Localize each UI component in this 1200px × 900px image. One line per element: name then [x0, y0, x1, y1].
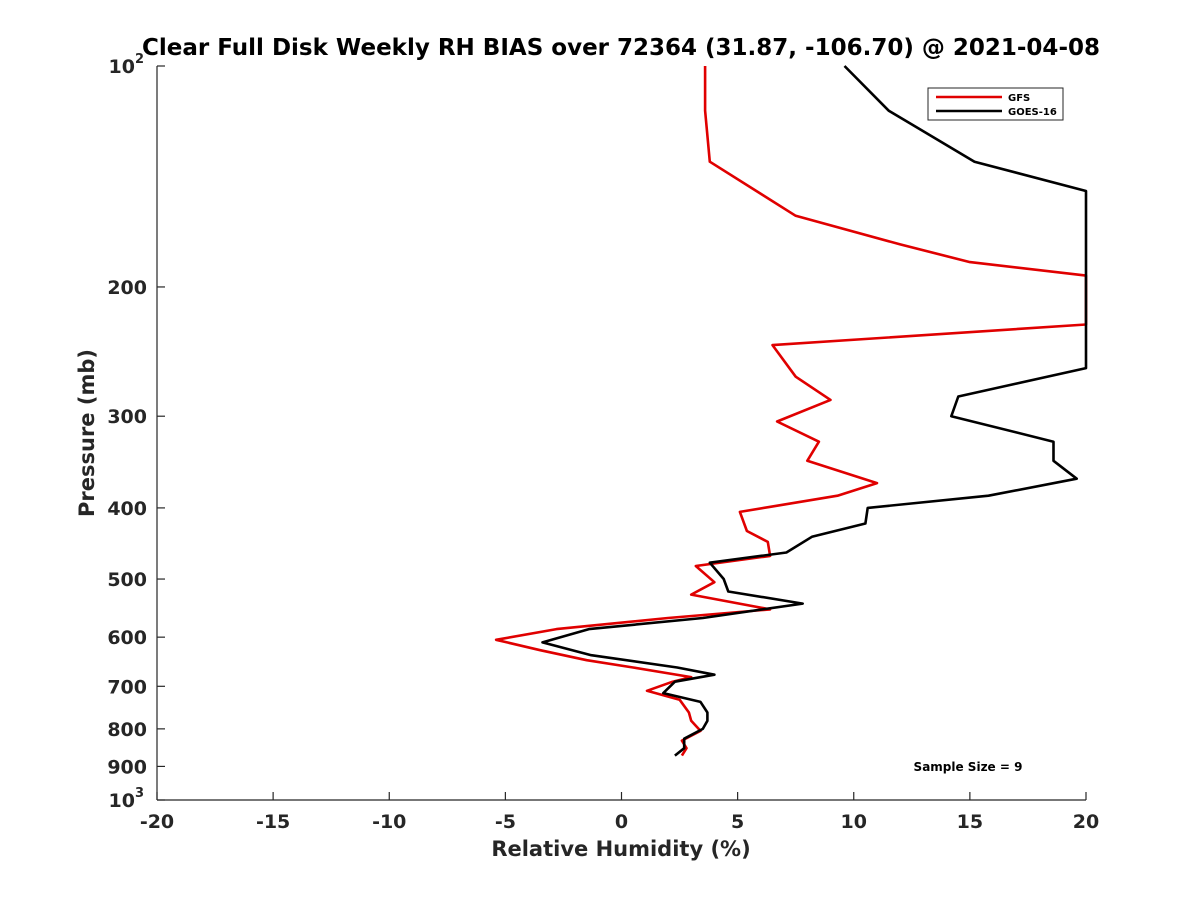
y-tick-exponent: 2	[135, 52, 144, 67]
x-tick-label: -10	[372, 811, 406, 833]
x-axis-title: Relative Humidity (%)	[491, 837, 750, 861]
y-tick-label: 10	[109, 56, 135, 78]
legend-gfs-label: GFS	[1008, 93, 1030, 104]
x-tick-label: 15	[957, 811, 983, 833]
sample-size-note: Sample Size = 9	[914, 760, 1023, 774]
legend-box	[927, 87, 1064, 121]
x-tick-label: 20	[1073, 811, 1099, 833]
y-tick-label: 300	[107, 406, 147, 428]
y-tick-label: 700	[107, 676, 147, 698]
y-tick-label: 200	[107, 277, 147, 299]
x-tick-label: -5	[495, 811, 516, 833]
y-tick-label: 500	[107, 569, 147, 591]
x-tick-label: 10	[841, 811, 867, 833]
x-tick-label: 5	[731, 811, 744, 833]
y-tick-label: 400	[107, 498, 147, 520]
plot-area: -20 -15 -10 -5 0 5 10 15 20 10 220030040050060070…	[107, 52, 1099, 833]
y-tick-label: 600	[107, 627, 147, 649]
legend-goes16-label: GOES-16	[1008, 107, 1057, 118]
y-tick-label: 10	[109, 790, 135, 812]
x-axis-ticks: -20 -15 -10 -5 0 5 10 15 20	[140, 792, 1099, 833]
series-layer	[494, 65, 1088, 757]
y-tick-exponent: 3	[135, 786, 144, 801]
legend: GFS GOES-16	[927, 87, 1064, 121]
x-tick-label: -15	[256, 811, 290, 833]
y-tick-label: 900	[107, 756, 147, 778]
x-tick-label: 0	[615, 811, 628, 833]
y-axis-title: Pressure (mb)	[75, 349, 99, 517]
series-line-goes-16	[541, 65, 1088, 757]
chart-title: Clear Full Disk Weekly RH BIAS over 7236…	[142, 35, 1100, 61]
y-tick-label: 800	[107, 719, 147, 741]
x-tick-label: -20	[140, 811, 174, 833]
